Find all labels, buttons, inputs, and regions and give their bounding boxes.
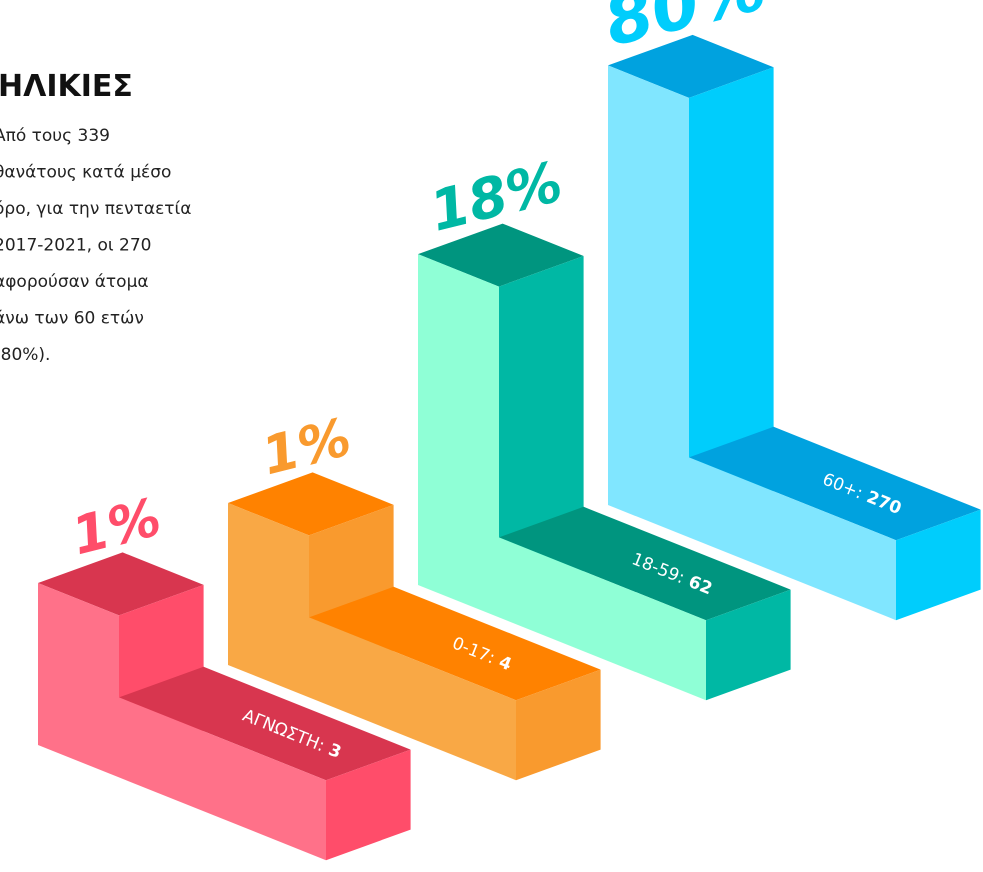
face-top (228, 472, 394, 536)
bar-base (309, 586, 601, 781)
paragraph-line: όρο, για την πενταετία (0, 199, 191, 219)
face-front (119, 697, 326, 861)
face-side (326, 749, 411, 861)
face-front (38, 583, 119, 778)
face-front (309, 617, 516, 781)
face-side (516, 669, 601, 781)
title: ΗΛΙΚΙΕΣ (0, 69, 133, 104)
paragraph-line: αφορούσαν άτομα (0, 272, 149, 292)
face-front (228, 503, 309, 698)
face-top (499, 506, 791, 621)
face-front (499, 537, 706, 701)
face-top (689, 426, 981, 541)
bar-base (119, 666, 411, 861)
face-top (309, 586, 601, 701)
bar: ΑΓΝΩΣΤΗ:31% (38, 488, 411, 861)
bar-base (689, 426, 981, 621)
bar-column (608, 34, 774, 538)
face-front (608, 65, 689, 538)
face-top (38, 552, 204, 616)
face-side (706, 589, 791, 701)
paragraph-line: θανάτους κατά μέσο (0, 163, 171, 183)
face-top (119, 666, 411, 781)
face-front (689, 457, 896, 621)
face-front (418, 254, 499, 618)
paragraph-line: 2017-2021, οι 270 (0, 236, 151, 256)
paragraph-line: άνω των 60 ετών (0, 309, 144, 329)
face-top (608, 34, 774, 98)
face-side (896, 509, 981, 621)
face-top (418, 223, 584, 287)
percent-label: 18% (424, 149, 569, 244)
face-side (689, 67, 774, 538)
bar-base (499, 506, 791, 701)
paragraph: Από τους 339 θανάτους κατά μέσο όρο, για τ… (0, 126, 191, 365)
percent-label: 1% (66, 488, 166, 568)
paragraph-line: (80%). (0, 345, 50, 365)
paragraph-line: Από τους 339 (0, 126, 110, 146)
percent-label: 1% (256, 408, 356, 488)
